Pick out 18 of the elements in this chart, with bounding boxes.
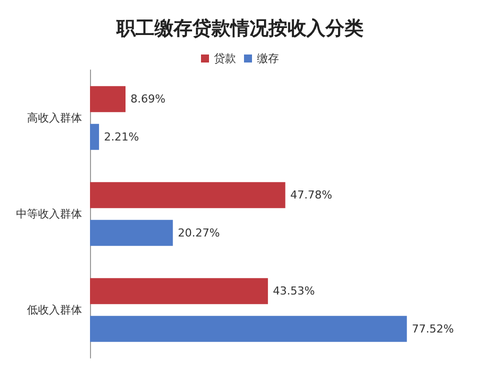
data-label: 2.21% [104, 130, 139, 144]
data-label: 77.52% [412, 322, 454, 336]
bar [90, 316, 407, 342]
bar [90, 220, 173, 246]
data-label: 8.69% [130, 92, 166, 106]
bar [90, 182, 286, 208]
bar [90, 124, 100, 150]
y-tick-label: 低收入群体 [27, 304, 82, 316]
legend-label: 缴存 [257, 52, 279, 65]
data-label: 20.27% [178, 226, 220, 240]
y-tick-label: 高收入群体 [27, 112, 82, 124]
data-label: 47.78% [290, 188, 332, 202]
data-label: 43.53% [272, 284, 315, 298]
legend-label: 贷款 [214, 52, 236, 65]
chart-title: 职工缴存贷款情况按收入分类 [116, 18, 364, 40]
bar [90, 278, 268, 304]
y-tick-label: 中等收入群体 [16, 208, 82, 220]
bar [90, 86, 126, 112]
